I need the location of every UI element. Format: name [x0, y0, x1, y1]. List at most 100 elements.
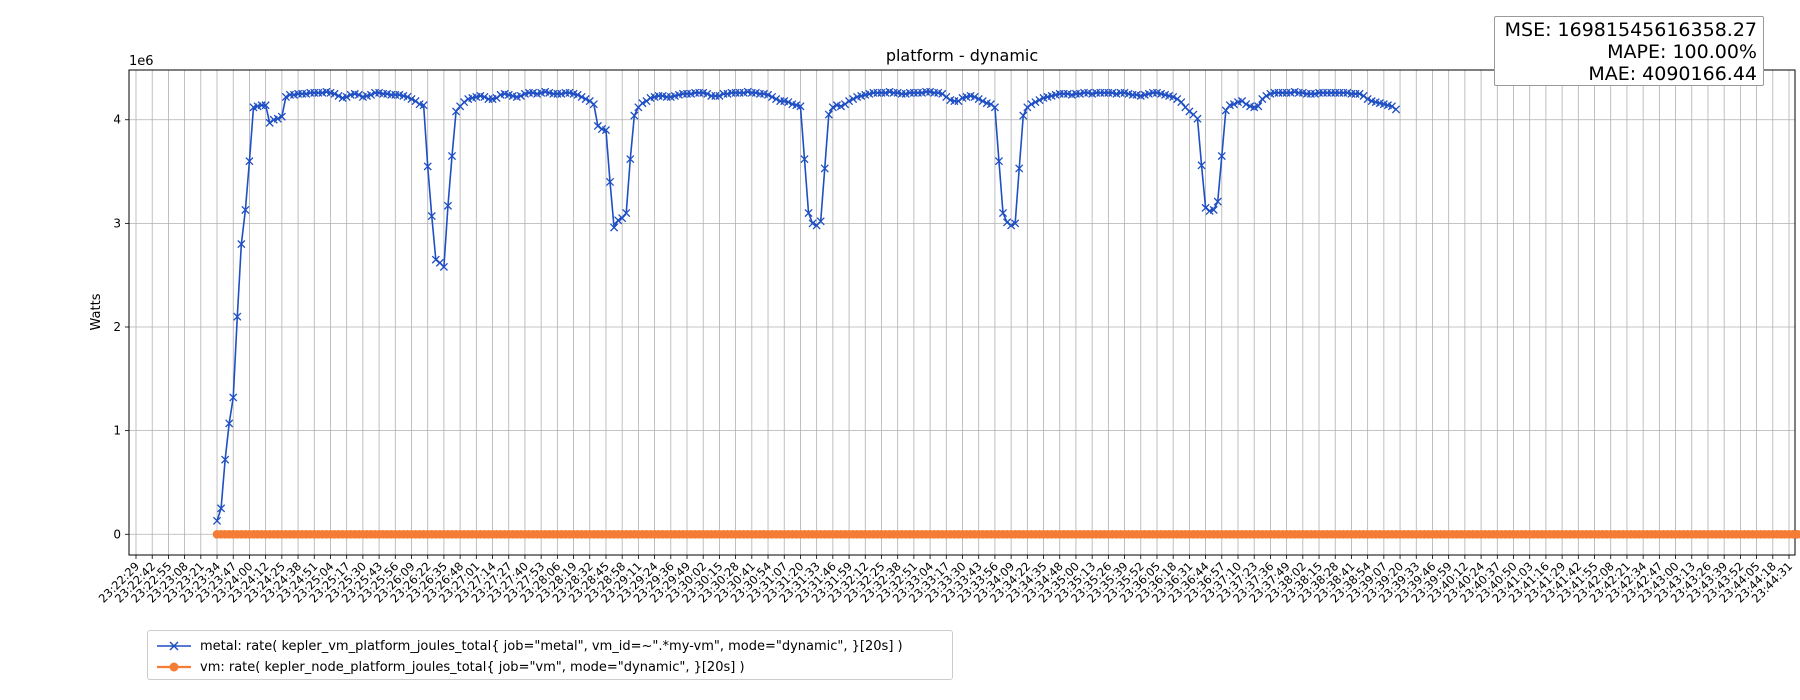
data-point	[217, 504, 226, 513]
data-point	[1169, 92, 1178, 102]
data-point	[784, 98, 793, 107]
data-point	[820, 164, 829, 173]
data-point	[1254, 102, 1263, 111]
data-point	[1387, 102, 1397, 111]
legend-item-vm: vm: rate( kepler_node_platform_joules_to…	[156, 657, 745, 677]
data-point	[630, 111, 639, 120]
data-point	[1011, 219, 1020, 228]
y-axis-label: Watts	[89, 293, 104, 330]
data-point	[212, 516, 222, 525]
data-point	[585, 97, 594, 106]
data-point	[452, 107, 461, 116]
data-point	[281, 92, 290, 102]
data-point	[1193, 114, 1202, 123]
data-point	[581, 94, 590, 104]
data-point	[1027, 100, 1036, 109]
data-point	[601, 126, 611, 135]
legend-item-metal: metal: rate( kepler_vm_platform_joules_t…	[156, 636, 903, 656]
data-point	[1209, 205, 1218, 214]
data-point	[245, 157, 254, 166]
data-point	[1185, 107, 1194, 116]
data-point	[460, 98, 469, 107]
data-point	[492, 93, 501, 103]
data-point	[273, 114, 282, 123]
data-point	[241, 205, 250, 214]
data-point	[589, 100, 598, 109]
data-point	[768, 92, 777, 102]
data-point	[605, 177, 615, 186]
data-point	[800, 155, 809, 164]
y-tick-label: 0	[113, 527, 121, 541]
data-point	[994, 157, 1004, 166]
legend-swatch-metal	[157, 641, 191, 651]
data-point	[1355, 89, 1364, 98]
data-point	[804, 208, 813, 218]
data-point	[1197, 161, 1206, 170]
data-point	[638, 99, 647, 108]
data-point	[796, 102, 805, 111]
data-point	[974, 94, 983, 104]
data-point	[233, 312, 242, 321]
data-point	[763, 90, 773, 99]
data-point	[824, 110, 833, 119]
data-point	[1363, 94, 1372, 104]
data-point	[849, 94, 858, 104]
data-point	[334, 91, 343, 100]
mse-value: MSE: 16981545616358.27	[1504, 19, 1757, 41]
data-point	[342, 92, 351, 102]
data-point	[978, 97, 987, 106]
data-point	[225, 419, 234, 428]
axes	[125, 69, 1796, 559]
data-point	[1201, 203, 1210, 212]
data-point	[1262, 91, 1271, 100]
y-tick-label: 3	[113, 216, 121, 230]
data-point	[443, 201, 453, 210]
data-point	[419, 101, 428, 110]
data-point	[618, 214, 627, 223]
mape-value: MAPE: 100.00%	[1607, 41, 1757, 63]
series-line	[216, 90, 1397, 522]
labels: 23:22:2923:22:4223:22:5523:23:0823:23:21…	[96, 113, 1795, 606]
grid	[129, 70, 1795, 555]
data-point	[1031, 98, 1040, 107]
data-point	[1221, 106, 1230, 115]
data-point	[938, 89, 947, 98]
data-point	[942, 92, 951, 102]
data-point	[1019, 111, 1028, 120]
y-tick-label: 2	[113, 320, 121, 334]
data-point	[1229, 100, 1239, 109]
data-point	[577, 92, 586, 102]
data-point	[970, 92, 979, 102]
series-0	[212, 87, 1401, 525]
data-point	[593, 121, 602, 131]
data-point	[516, 91, 525, 100]
data-point	[986, 100, 995, 109]
data-point	[261, 101, 270, 110]
data-point	[354, 90, 363, 99]
data-point	[366, 90, 376, 99]
legend-swatch-vm	[157, 662, 191, 672]
data-point	[1177, 98, 1186, 107]
data-point	[1015, 164, 1024, 173]
legend-label-metal: metal: rate( kepler_vm_platform_joules_t…	[200, 638, 903, 654]
data-point	[431, 255, 440, 264]
data-point	[221, 455, 230, 464]
data-point	[447, 151, 457, 161]
data-point	[610, 223, 619, 232]
data-point	[1359, 91, 1368, 100]
y-tick-label: 4	[113, 113, 121, 127]
data-point	[277, 112, 286, 121]
y-tick-label: 1	[113, 424, 121, 438]
data-point	[407, 94, 416, 104]
y-axis-scale-label: 1e6	[129, 54, 154, 69]
series-area	[212, 87, 1800, 539]
data-point	[954, 97, 963, 106]
data-point	[423, 162, 432, 171]
data-point	[840, 100, 850, 109]
data-point	[265, 118, 274, 127]
legend: metal: rate( kepler_vm_platform_joules_t…	[147, 630, 953, 680]
data-point	[816, 217, 825, 226]
data-point	[614, 216, 623, 225]
data-point	[1242, 100, 1251, 109]
